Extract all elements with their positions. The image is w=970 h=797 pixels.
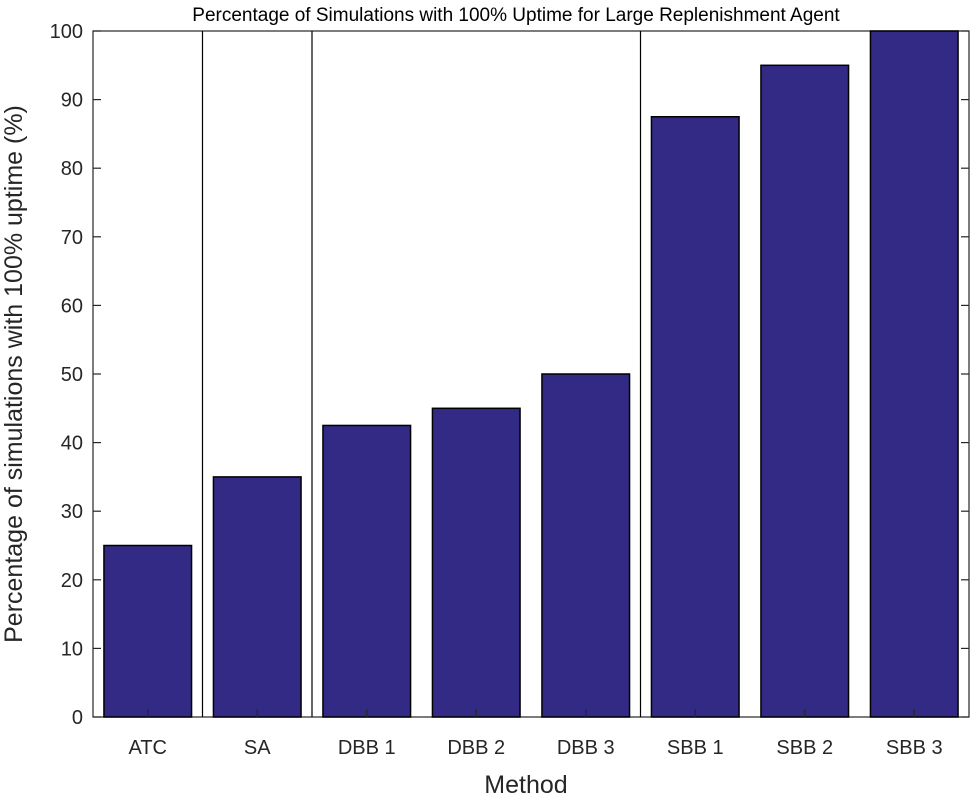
y-tick-label: 10 [61,638,83,660]
plot-area: 0 10 20 30 40 50 60 70 80 90 100 ATC SA DBB 1 DBB 2 DBB… [50,21,970,759]
x-axis-label: Method [484,771,567,797]
y-tick-label: 80 [61,158,83,180]
bar-sbb-2 [760,64,850,718]
x-tick-label: SBB 3 [886,737,943,759]
y-tick-label: 60 [61,295,83,317]
y-tick-label: 70 [61,227,83,249]
x-tick-label: DBB 3 [557,737,615,759]
bar-sa [212,476,302,718]
x-tick-label: ATC [128,737,167,759]
bar-atc [103,544,193,718]
x-tick-label: DBB 1 [338,737,396,759]
y-tick-label: 20 [61,570,83,592]
bar-dbb-1 [322,424,412,718]
bar-dbb-3 [541,373,631,718]
bar-sbb-3 [869,30,959,718]
chart-title: Percentage of Simulations with 100% Upti… [192,5,840,26]
bar-sbb-1 [650,116,740,718]
x-tick-label: DBB 2 [447,737,505,759]
y-tick-label: 100 [50,21,83,43]
y-tick-label: 0 [72,707,83,729]
y-tick-label: 30 [61,501,83,523]
x-tick-label: SBB 1 [667,737,724,759]
y-tick-label: 50 [61,364,83,386]
bar-dbb-2 [431,407,521,718]
y-tick-label: 90 [61,90,83,112]
y-tick-label: 40 [61,433,83,455]
y-axis-label: Percentage of simulations with 100% upti… [0,105,28,643]
x-tick-label: SA [244,737,271,759]
x-tick-label: SBB 2 [776,737,833,759]
